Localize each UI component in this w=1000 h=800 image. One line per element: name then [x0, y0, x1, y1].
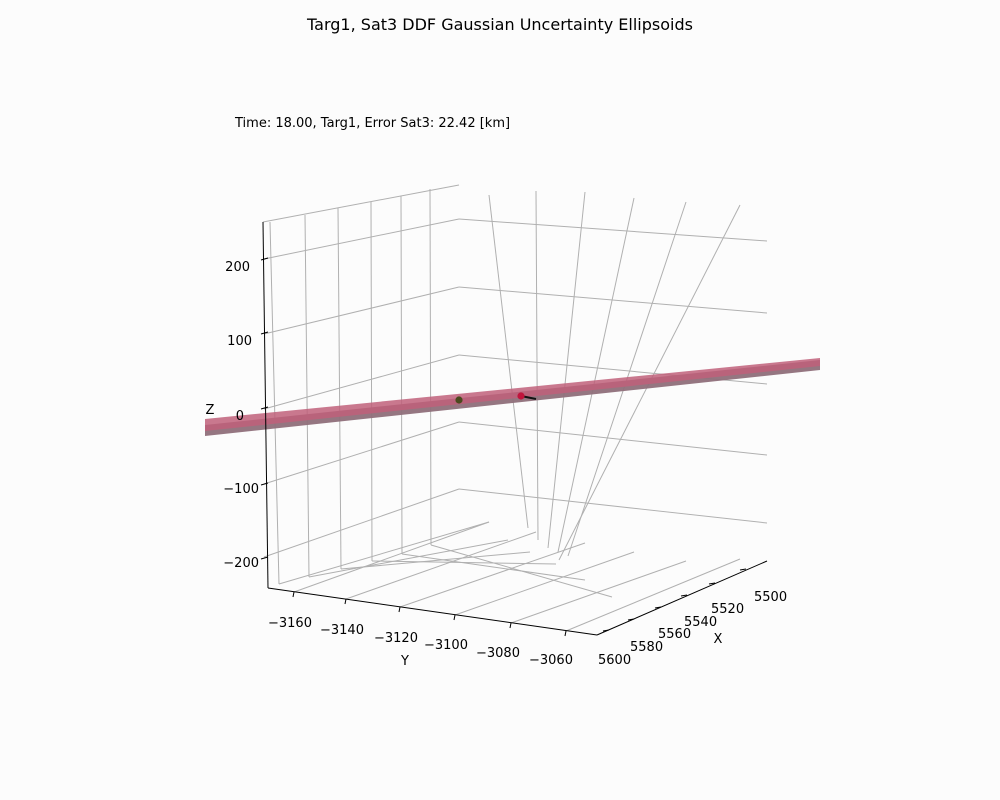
y-tick-mark	[509, 622, 512, 629]
y-tick-label: −3080	[476, 646, 520, 661]
back-grid-line	[458, 488, 768, 524]
left-grid-line	[263, 218, 460, 260]
y-tick-mark	[344, 598, 347, 605]
time-error-annotation: Time: 18.00, Targ1, Error Sat3: 22.42 [k…	[234, 116, 510, 131]
floor-grid-line	[308, 539, 509, 578]
floor-grid-line	[340, 551, 531, 570]
left-grid-line	[337, 207, 342, 570]
z-tick-label: 100	[227, 334, 252, 349]
back-grid-line	[557, 197, 635, 553]
back-grid-line	[458, 218, 768, 242]
y-tick-mark	[398, 606, 401, 613]
floor-grid-line	[510, 560, 687, 624]
y-tick-label: −3100	[424, 638, 468, 653]
left-grid-line	[263, 421, 460, 485]
back-grid-line	[458, 421, 768, 456]
x-tick-label: 5560	[658, 627, 691, 642]
left-grid-line	[269, 221, 280, 585]
x-tick-mark	[680, 594, 688, 597]
left-grid-line	[263, 488, 460, 558]
z-axis-label: Z	[206, 403, 215, 418]
y-tick-mark	[453, 614, 456, 621]
y-axis-label: Y	[400, 654, 409, 669]
floor-pane-grid	[278, 521, 741, 632]
back-grid-line	[547, 191, 586, 549]
ellipsoid-body	[205, 358, 820, 431]
z-tick-label: 0	[236, 409, 244, 424]
x-tick-mark	[602, 629, 610, 632]
floor-grid-line	[293, 521, 490, 593]
x-tick-label: 5500	[754, 590, 787, 605]
floor-grid-line	[430, 544, 613, 598]
floor-grid-line	[278, 521, 490, 585]
y-tick-mark	[292, 591, 295, 598]
y-axis: −3160 −3140 −3120 −3100 −3080 −3060 Y	[267, 587, 598, 669]
x-tick-mark	[708, 582, 716, 585]
z-axis-line	[262, 221, 269, 589]
z-tick-mark	[260, 556, 269, 560]
y-tick-label: −3160	[268, 616, 312, 631]
z-axis: −200 −100 0 100 200 Z	[206, 221, 269, 589]
left-grid-line	[429, 188, 432, 546]
z-tick-mark	[260, 406, 269, 410]
uncertainty-ellipsoid	[205, 358, 820, 436]
z-tick-label: −200	[223, 556, 259, 571]
x-axis-line	[596, 560, 768, 636]
left-grid-line	[263, 354, 460, 410]
z-tick-mark	[260, 331, 269, 335]
floor-grid-line	[401, 553, 586, 581]
x-tick-label: 5540	[684, 615, 717, 630]
left-grid-line	[263, 286, 460, 335]
estimate-point	[455, 396, 463, 404]
x-axis-label: X	[714, 632, 723, 647]
floor-grid-line	[454, 551, 635, 616]
back-grid-line	[488, 194, 529, 529]
left-grid-line	[400, 195, 403, 555]
left-grid-line	[262, 184, 460, 223]
x-tick-label: 5520	[711, 602, 744, 617]
back-grid-line	[458, 286, 768, 314]
z-tick-label: −100	[223, 482, 259, 497]
truth-point	[517, 392, 525, 400]
z-tick-label: 200	[225, 260, 250, 275]
x-tick-label: 5600	[598, 653, 631, 668]
x-axis: 5500 5520 5540 5560 5580 5600 X	[596, 560, 787, 668]
floor-grid-line	[345, 531, 537, 600]
floor-grid-line	[565, 558, 741, 632]
y-tick-label: −3120	[374, 631, 418, 646]
x-tick-mark	[627, 618, 635, 621]
chart-title: Targ1, Sat3 DDF Gaussian Uncertainty Ell…	[306, 15, 693, 34]
x-tick-label: 5580	[630, 640, 663, 655]
floor-grid-line	[399, 542, 586, 608]
left-grid-line	[370, 201, 373, 562]
back-grid-line	[535, 190, 539, 541]
left-pane-grid	[262, 184, 460, 585]
y-tick-label: −3060	[529, 653, 573, 668]
left-grid-line	[304, 214, 310, 578]
z-tick-mark	[260, 482, 269, 486]
x-tick-mark	[654, 606, 662, 609]
y-axis-line	[267, 587, 598, 636]
z-tick-mark	[260, 257, 269, 261]
x-tick-mark	[739, 568, 747, 571]
y-tick-label: −3140	[320, 623, 364, 638]
y-tick-mark	[564, 630, 567, 637]
